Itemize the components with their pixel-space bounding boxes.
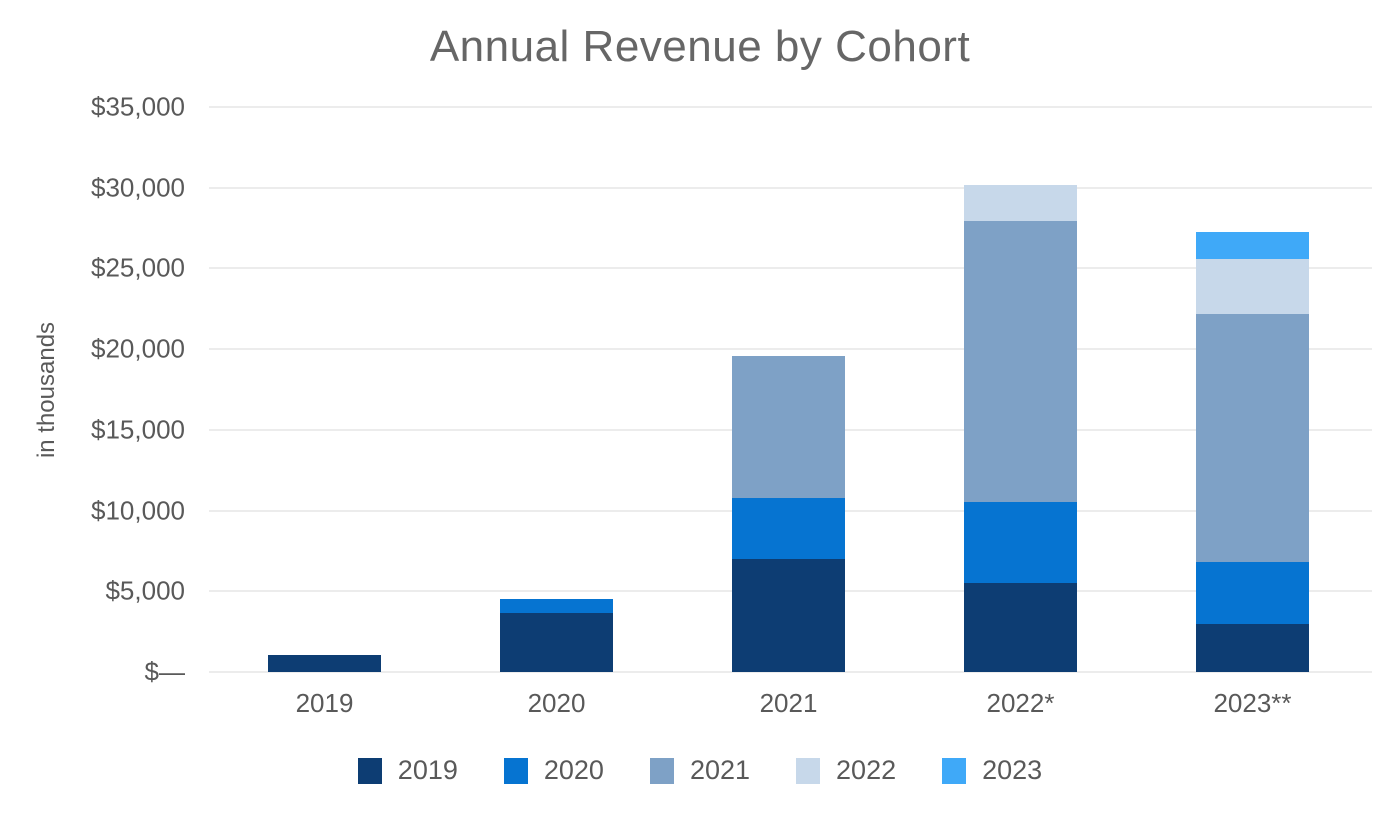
gridline	[209, 671, 1372, 673]
x-tick-label: 2023**	[1213, 688, 1292, 718]
bar-2023	[1196, 232, 1309, 672]
y-tick-label: $—	[144, 656, 185, 687]
bar-segment-cohort-2019	[964, 583, 1077, 672]
legend-swatch	[796, 757, 821, 784]
bar-segment-cohort-2020	[732, 498, 845, 559]
bar-2022	[964, 184, 1077, 672]
plot-area	[209, 106, 1372, 673]
bar-segment-cohort-2021	[964, 220, 1077, 502]
y-tick-label: $10,000	[91, 495, 185, 526]
legend-item-2021: 2021	[649, 755, 751, 786]
legend-swatch	[942, 757, 967, 784]
gridline	[209, 267, 1372, 270]
y-tick-label: $15,000	[91, 414, 185, 445]
bar-2020	[500, 598, 613, 672]
bar-segment-cohort-2019	[500, 613, 613, 672]
x-tick-label: 2021	[759, 688, 818, 718]
legend-label: 2022	[836, 755, 897, 785]
legend: 2019 2020 2021 2022 2023	[0, 755, 1400, 786]
y-tick-label: $20,000	[91, 333, 185, 364]
bar-2019	[268, 655, 381, 672]
bar-segment-cohort-2023	[1196, 232, 1309, 259]
legend-item-2020: 2020	[503, 755, 604, 786]
y-tick-label: $5,000	[105, 575, 185, 606]
bar-2021	[732, 356, 845, 672]
bar-segment-cohort-2019	[268, 655, 381, 672]
legend-item-2023: 2023	[942, 755, 1042, 786]
legend-swatch	[357, 757, 382, 784]
bar-segment-cohort-2022	[964, 184, 1077, 221]
gridline	[209, 348, 1372, 351]
legend-swatch	[649, 757, 674, 784]
bar-segment-cohort-2020	[500, 598, 613, 614]
y-tick-label: $25,000	[91, 252, 185, 283]
x-tick-label: 2019	[295, 688, 354, 718]
gridline	[209, 106, 1372, 108]
legend-label: 2021	[689, 755, 751, 785]
bar-segment-cohort-2021	[732, 356, 845, 499]
legend-label: 2020	[543, 755, 604, 785]
chart-title: Annual Revenue by Cohort	[429, 22, 971, 71]
legend-label: 2019	[397, 755, 458, 785]
legend-swatch	[503, 757, 528, 784]
y-tick-label: $30,000	[91, 172, 185, 203]
y-tick-label: $35,000	[91, 91, 185, 122]
bar-segment-cohort-2021	[1196, 313, 1309, 563]
legend-item-2022: 2022	[796, 755, 896, 786]
gridline	[209, 186, 1372, 189]
legend-label: 2023	[982, 755, 1043, 785]
bar-segment-cohort-2019	[1196, 623, 1309, 672]
bar-segment-cohort-2020	[964, 501, 1077, 584]
bar-segment-cohort-2022	[1196, 258, 1309, 314]
bar-segment-cohort-2020	[1196, 562, 1309, 624]
x-tick-label: 2022*	[986, 688, 1055, 718]
bar-segment-cohort-2019	[732, 559, 845, 672]
x-tick-label: 2020	[527, 688, 586, 718]
legend-item-2019: 2019	[357, 755, 458, 786]
